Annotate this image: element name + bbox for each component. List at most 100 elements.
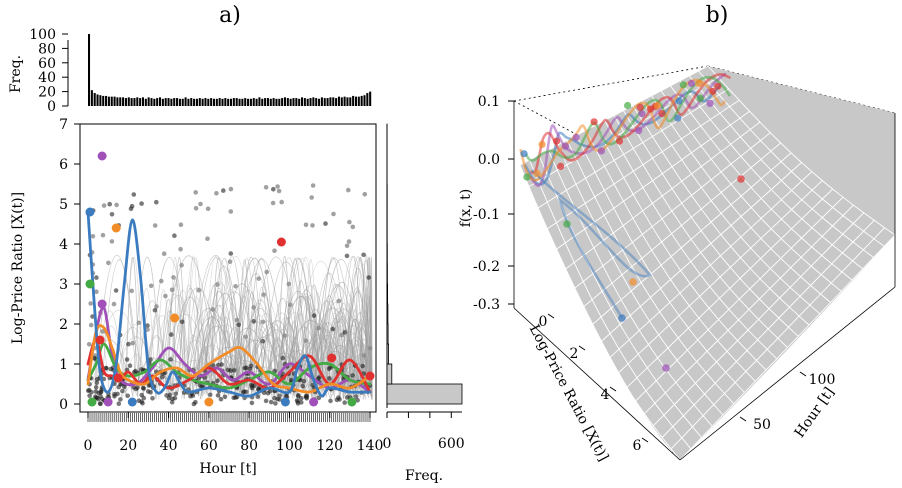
background-point [215,282,220,287]
background-point [305,396,310,401]
surface-point [706,100,713,107]
top-hist-bar [131,98,133,106]
top-hist-bar [97,94,99,106]
background-point [273,401,278,406]
top-hist-bar [170,99,172,106]
top-hist-bar [278,99,280,106]
background-point [88,301,93,306]
top-hist-bar [230,99,232,106]
background-point [366,275,371,280]
y-tick-label: 7 [59,117,68,133]
background-point [287,282,292,287]
surface-point [553,138,560,145]
background-point [150,396,155,401]
background-point [288,303,293,308]
top-hist-bar [361,96,363,106]
data-point [309,398,318,407]
top-hist-bar [185,97,187,106]
top-hist-bar [91,90,93,106]
background-point [206,206,211,211]
background-point [153,223,158,228]
background-point [110,239,115,244]
background-point [304,338,309,343]
surface-point [714,83,721,90]
surface-point [539,141,546,148]
background-point [228,259,233,264]
top-hist-tick-label: 100 [29,27,56,43]
right-hist-bar [387,384,462,404]
background-point [229,187,234,192]
surface-point [598,147,605,154]
data-point [96,336,105,345]
right-hist-tick-label: 0 [383,436,392,452]
background-point [360,364,365,369]
top-hist-bar [256,99,258,106]
background-point [173,392,178,397]
background-point [337,397,342,402]
data-point [170,314,179,323]
top-hist-bar [244,98,246,106]
top-hist-bar [312,97,314,106]
background-point [272,248,277,253]
background-point [302,379,307,384]
top-hist-bar [267,98,269,106]
background-point [256,276,261,281]
background-point [309,195,314,200]
background-point [277,189,282,194]
top-hist-bar [162,99,164,106]
background-point [327,376,332,381]
right-hist-bar [387,304,388,324]
data-point [112,224,121,233]
x-tick-label: 0 [84,438,93,454]
top-hist-bar [114,97,116,106]
background-point [118,397,123,402]
background-point [342,330,347,335]
background-point [226,368,231,373]
background-point [101,233,106,238]
top-hist-bar [358,97,360,106]
top-hist-bar [94,93,96,106]
background-point [345,254,350,259]
top-hist-bar [290,99,292,106]
data-point [277,238,286,247]
background-point [250,384,255,389]
background-point [149,284,154,289]
top-hist-bar [216,99,218,106]
data-point [204,398,213,407]
background-point [89,323,94,328]
background-point [120,389,125,394]
top-hist-bar [295,98,297,106]
data-point [86,280,95,289]
background-point [363,192,368,197]
background-point [311,183,316,188]
panel-b-label: b) [706,3,729,28]
surface-point [637,104,644,111]
top-hist-bar [142,97,144,106]
background-point [244,366,249,371]
background-point [192,402,197,407]
x-tick-label: 6 [633,438,642,454]
top-hist-bar [136,97,138,106]
data-point [88,398,97,407]
surface-point [676,97,683,104]
background-point [346,188,351,193]
background-point [275,184,280,189]
surface-point [557,163,564,170]
right-hist-bar [387,364,392,384]
background-point [300,384,305,389]
y-tick-label: 1 [59,357,68,373]
background-point [132,192,137,197]
background-point [146,389,151,394]
surface-point [697,95,704,102]
top-hist-bar [168,98,170,106]
top-hist-bar [204,98,206,106]
top-hist-bar [369,92,371,106]
surface-point [573,134,580,141]
background-point [221,188,226,193]
background-point [126,342,131,347]
